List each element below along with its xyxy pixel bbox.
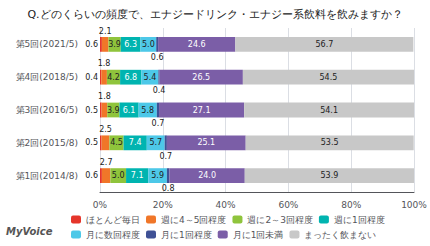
svg-text:24.6: 24.6 <box>188 40 206 49</box>
svg-text:週に4～5回程度: 週に4～5回程度 <box>161 215 226 225</box>
svg-text:53.9: 53.9 <box>320 171 338 180</box>
svg-text:0.5: 0.5 <box>85 138 98 147</box>
svg-text:2.5: 2.5 <box>99 125 112 134</box>
svg-text:5.0: 5.0 <box>142 40 155 49</box>
svg-text:100%: 100% <box>401 200 427 210</box>
svg-text:54.5: 54.5 <box>320 73 338 82</box>
svg-text:第1回(2014/8): 第1回(2014/8) <box>16 171 78 181</box>
svg-text:週に1回程度: 週に1回程度 <box>334 215 385 225</box>
svg-text:6.1: 6.1 <box>123 106 136 115</box>
svg-text:月に1回程度: 月に1回程度 <box>161 230 212 240</box>
svg-text:80%: 80% <box>341 200 361 210</box>
svg-text:5.7: 5.7 <box>149 138 162 147</box>
svg-text:40%: 40% <box>216 200 236 210</box>
svg-text:0.6: 0.6 <box>85 40 98 49</box>
svg-text:60%: 60% <box>278 200 298 210</box>
svg-text:5.4: 5.4 <box>144 73 157 82</box>
svg-text:0.6: 0.6 <box>151 53 164 62</box>
svg-text:0.7: 0.7 <box>159 152 172 161</box>
svg-text:第3回(2016/5): 第3回(2016/5) <box>16 105 78 115</box>
svg-text:3.9: 3.9 <box>108 40 121 49</box>
svg-text:6.8: 6.8 <box>124 73 137 82</box>
svg-text:週に2～3回程度: 週に2～3回程度 <box>247 215 312 225</box>
svg-text:月に1回未満: 月に1回未満 <box>233 230 284 240</box>
svg-text:5.9: 5.9 <box>151 171 164 180</box>
svg-text:第5回(2021/5): 第5回(2021/5) <box>16 39 78 49</box>
svg-text:0.8: 0.8 <box>162 184 175 193</box>
svg-text:24.0: 24.0 <box>198 171 216 180</box>
svg-text:26.5: 26.5 <box>192 73 210 82</box>
svg-text:4.5: 4.5 <box>110 138 123 147</box>
svg-text:20%: 20% <box>153 200 173 210</box>
svg-text:0.4: 0.4 <box>153 86 166 95</box>
svg-text:0%: 0% <box>93 200 108 210</box>
svg-text:0.7: 0.7 <box>152 119 165 128</box>
svg-text:6.3: 6.3 <box>124 40 137 49</box>
svg-text:0.6: 0.6 <box>85 171 98 180</box>
svg-text:5.8: 5.8 <box>141 106 154 115</box>
svg-text:3.9: 3.9 <box>107 106 120 115</box>
svg-text:0.5: 0.5 <box>85 106 98 115</box>
svg-text:まったく飲まない: まったく飲まない <box>304 230 376 240</box>
svg-text:56.7: 56.7 <box>315 40 333 49</box>
svg-text:0.4: 0.4 <box>85 73 98 82</box>
svg-text:第2回(2015/8): 第2回(2015/8) <box>16 138 78 148</box>
svg-text:MyVoice: MyVoice <box>6 226 53 237</box>
svg-text:53.5: 53.5 <box>321 138 339 147</box>
svg-text:2.1: 2.1 <box>99 27 112 36</box>
svg-text:Q.どのくらいの頻度で、エナジードリンク・エナジー系飲料を飲: Q.どのくらいの頻度で、エナジードリンク・エナジー系飲料を飲みますか？ <box>27 8 402 21</box>
svg-text:7.1: 7.1 <box>131 171 144 180</box>
svg-text:54.1: 54.1 <box>320 106 338 115</box>
svg-text:ほとんど毎日: ほとんど毎日 <box>86 215 140 225</box>
svg-text:5.0: 5.0 <box>112 171 125 180</box>
svg-text:1.8: 1.8 <box>98 59 111 68</box>
svg-text:月に数回程度: 月に数回程度 <box>86 230 140 240</box>
svg-text:2.7: 2.7 <box>100 158 113 167</box>
svg-text:1.8: 1.8 <box>98 92 111 101</box>
svg-text:7.4: 7.4 <box>129 138 142 147</box>
svg-text:第4回(2018/5): 第4回(2018/5) <box>16 72 78 82</box>
svg-text:27.1: 27.1 <box>193 106 211 115</box>
svg-text:25.1: 25.1 <box>197 138 215 147</box>
svg-text:4.2: 4.2 <box>107 73 120 82</box>
